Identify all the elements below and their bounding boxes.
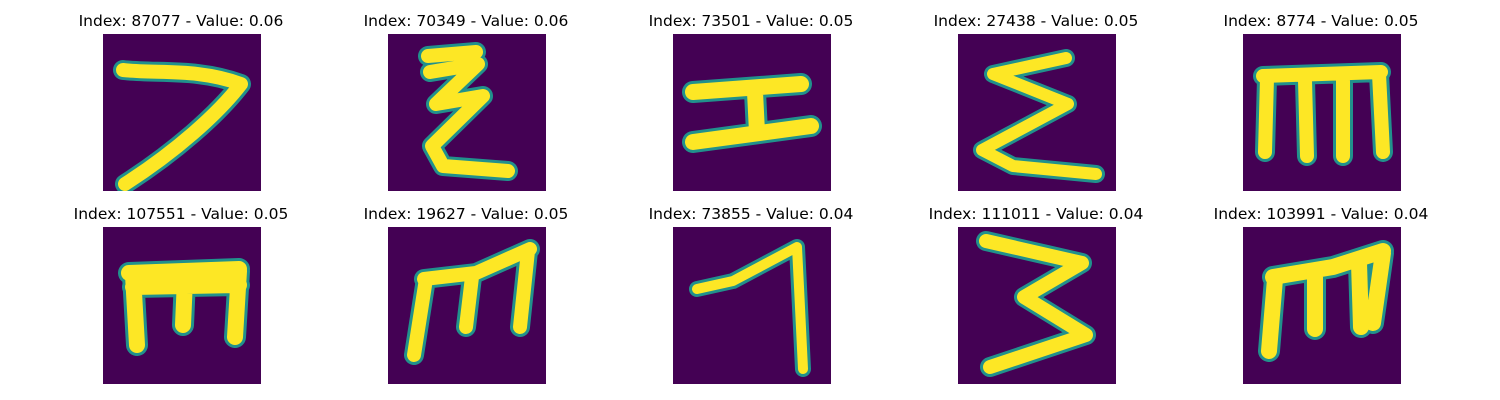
handwritten-glyph-image <box>103 227 261 384</box>
handwritten-glyph-image <box>388 34 546 191</box>
image-title: Index: 27438 - Value: 0.05 <box>933 12 1139 30</box>
image-title: Index: 8774 - Value: 0.05 <box>1223 12 1419 30</box>
handwritten-glyph-image <box>673 34 831 191</box>
image-title: Index: 87077 - Value: 0.06 <box>78 12 284 30</box>
image-panel: Index: 73501 - Value: 0.05 <box>581 11 921 191</box>
image-title: Index: 19627 - Value: 0.05 <box>363 205 569 223</box>
image-panel: Index: 27438 - Value: 0.05 <box>866 11 1206 191</box>
image-panel: Index: 73855 - Value: 0.04 <box>581 204 921 384</box>
handwritten-glyph-image <box>1243 34 1401 191</box>
image-title: Index: 73855 - Value: 0.04 <box>648 205 854 223</box>
image-title: Index: 70349 - Value: 0.06 <box>363 12 569 30</box>
image-title: Index: 111011 - Value: 0.04 <box>928 205 1144 223</box>
image-panel: Index: 103991 - Value: 0.04 <box>1151 204 1491 384</box>
image-panel: Index: 87077 - Value: 0.06 <box>11 11 351 191</box>
handwritten-glyph-image <box>1243 227 1401 384</box>
image-title: Index: 107551 - Value: 0.05 <box>73 205 289 223</box>
handwritten-glyph-image <box>103 34 261 191</box>
image-title: Index: 73501 - Value: 0.05 <box>648 12 854 30</box>
image-panel: Index: 70349 - Value: 0.06 <box>296 11 636 191</box>
image-panel: Index: 8774 - Value: 0.05 <box>1151 11 1491 191</box>
handwritten-glyph-image <box>958 34 1116 191</box>
handwritten-glyph-image <box>673 227 831 384</box>
image-panel: Index: 19627 - Value: 0.05 <box>296 204 636 384</box>
handwritten-glyph-image <box>388 227 546 384</box>
image-panel: Index: 107551 - Value: 0.05 <box>11 204 351 384</box>
handwritten-glyph-image <box>958 227 1116 384</box>
image-panel: Index: 111011 - Value: 0.04 <box>866 204 1206 384</box>
image-title: Index: 103991 - Value: 0.04 <box>1213 205 1429 223</box>
